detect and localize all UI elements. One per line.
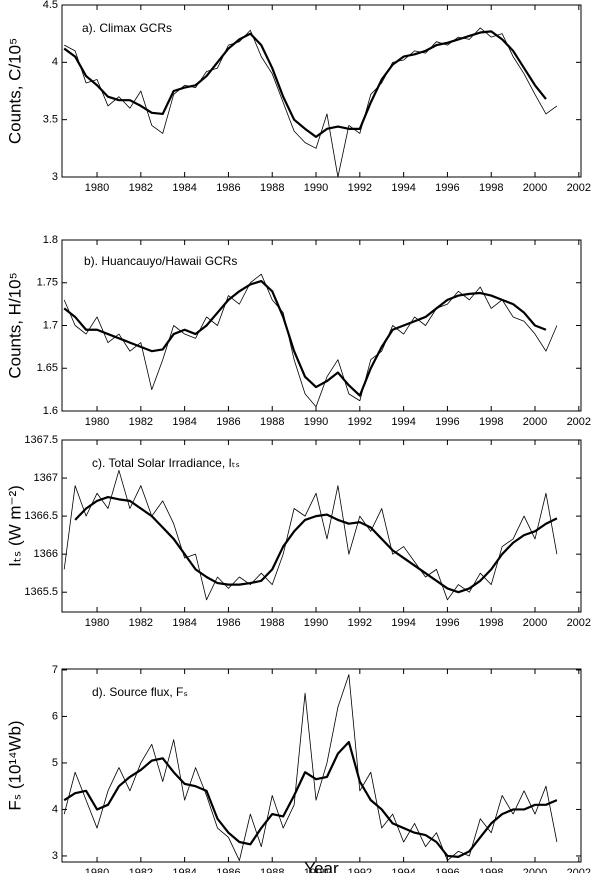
x-tick-label: 1982 [129, 416, 153, 428]
y-tick-label: 1367.5 [24, 434, 58, 446]
data-line [63, 674, 558, 861]
y-tick-label: 3 [52, 171, 58, 183]
x-tick-label: 1998 [479, 182, 503, 194]
x-tick-label: 1986 [216, 867, 240, 873]
x-tick-label: 1998 [479, 617, 503, 629]
x-tick-label: 1982 [129, 182, 153, 194]
x-tick-label: 2002 [567, 617, 591, 629]
data-line [64, 27, 558, 178]
y-tick-label: 1.75 [37, 277, 58, 289]
data-line [63, 279, 547, 397]
x-tick-label: 1998 [479, 867, 503, 873]
x-tick-label: 1984 [172, 182, 196, 194]
x-tick-label: 1996 [435, 867, 459, 873]
y-tick-label: 1365.5 [24, 586, 58, 598]
data-line [63, 470, 558, 601]
y-tick-label: 4 [52, 56, 58, 68]
x-tick-label: 2000 [523, 416, 547, 428]
x-tick-label: 2002 [567, 182, 591, 194]
x-tick-label: 1988 [260, 416, 284, 428]
x-tick-label: 2000 [523, 867, 547, 873]
x-tick-label: 1988 [260, 182, 284, 194]
x-tick-label: 1984 [172, 617, 196, 629]
data-line [63, 30, 547, 138]
y-tick-label: 1.65 [37, 362, 58, 374]
y-axis-label: Fₛ (10¹⁴Wb) [5, 720, 24, 810]
x-tick-label: 1984 [172, 416, 196, 428]
x-tick-label: 1986 [216, 182, 240, 194]
panel-annotation: b). Huancauyo/Hawaii GCRs [84, 254, 237, 268]
plot-frame [61, 439, 582, 613]
x-tick-label: 1988 [260, 867, 284, 873]
y-tick-label: 7 [52, 664, 58, 676]
x-tick-label: 1980 [85, 617, 109, 629]
x-tick-label: 1980 [85, 182, 109, 194]
x-tick-label: 1988 [260, 617, 284, 629]
x-tick-label: 1982 [129, 617, 153, 629]
y-tick-label: 6 [52, 710, 58, 722]
x-tick-label: 1986 [216, 617, 240, 629]
x-tick-label: 1994 [391, 867, 415, 873]
y-axis-label: Iₜₛ (W m⁻²) [5, 485, 24, 567]
x-tick-label: 1992 [348, 182, 372, 194]
x-tick-label: 1992 [348, 416, 372, 428]
x-tick-label: 2002 [567, 416, 591, 428]
x-tick-label: 2000 [523, 617, 547, 629]
data-line [74, 495, 558, 594]
x-tick-label: 1996 [435, 617, 459, 629]
x-tick-label: 2000 [523, 182, 547, 194]
y-tick-label: 4 [52, 803, 58, 815]
x-tick-label: 1996 [435, 182, 459, 194]
x-tick-label: 2002 [567, 867, 591, 873]
y-tick-label: 3 [52, 850, 58, 862]
y-tick-label: 3.5 [43, 114, 58, 126]
x-tick-label: 1996 [435, 416, 459, 428]
y-axis-label: Counts, H/10⁵ [5, 272, 24, 378]
panel-annotation: d). Source flux, Fₛ [92, 685, 188, 699]
plot-frame [61, 4, 582, 178]
y-axis-label: Counts, C/10⁵ [5, 38, 24, 144]
x-tick-label: 1994 [391, 617, 415, 629]
y-tick-label: 4.5 [43, 0, 58, 11]
y-tick-label: 1367 [34, 472, 58, 484]
x-tick-label: 1990 [304, 867, 328, 873]
y-tick-label: 1.6 [43, 405, 58, 417]
y-tick-label: 5 [52, 757, 58, 769]
x-tick-label: 1990 [304, 416, 328, 428]
x-tick-label: 1994 [391, 416, 415, 428]
panel-annotation: c). Total Solar Irradiance, Iₜₛ [92, 456, 240, 470]
x-tick-label: 1984 [172, 867, 196, 873]
x-tick-label: 1990 [304, 617, 328, 629]
x-tick-label: 1980 [85, 416, 109, 428]
x-tick-label: 1994 [391, 182, 415, 194]
x-tick-label: 1992 [348, 867, 372, 873]
y-tick-label: 1366.5 [24, 510, 58, 522]
y-tick-label: 1366 [34, 548, 58, 560]
x-tick-label: 1980 [85, 867, 109, 873]
x-tick-label: 1990 [304, 182, 328, 194]
x-tick-label: 1998 [479, 416, 503, 428]
x-axis-label: Year [304, 859, 339, 873]
y-tick-label: 1.8 [43, 234, 58, 246]
x-tick-label: 1986 [216, 416, 240, 428]
x-tick-label: 1992 [348, 617, 372, 629]
plot-frame [61, 668, 582, 863]
y-tick-label: 1.7 [43, 319, 58, 331]
x-tick-label: 1982 [129, 867, 153, 873]
panel-annotation: a). Climax GCRs [82, 21, 172, 35]
data-line [63, 740, 558, 858]
